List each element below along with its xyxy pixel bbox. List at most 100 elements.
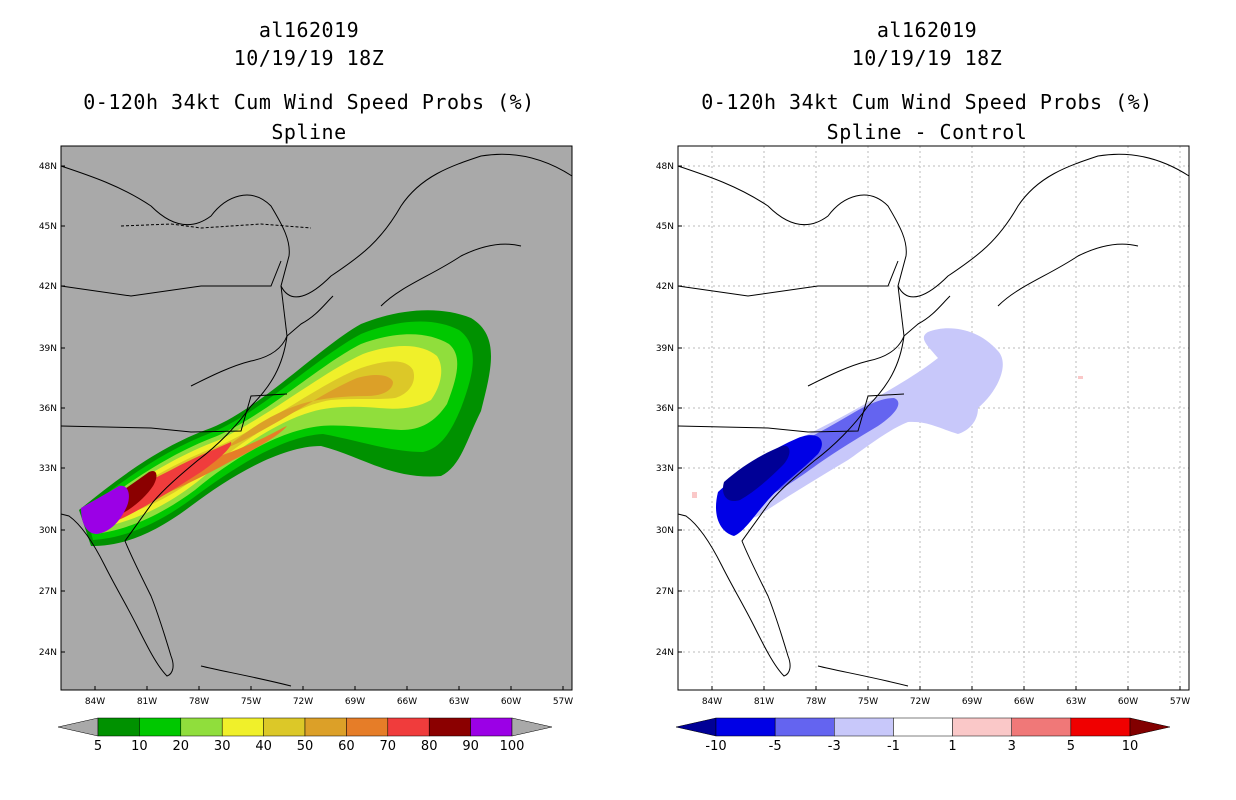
colorbar-swatch: [221, 717, 264, 737]
colorbar-label: 50: [297, 739, 314, 754]
lon-label: 57W: [1170, 697, 1190, 707]
lat-label: 42N: [656, 282, 674, 292]
colorbar-label: 20: [173, 739, 190, 754]
colorbar-swatch: [774, 717, 835, 737]
map-frame: [60, 145, 573, 691]
product-title: 0-120h 34kt Cum Wind Speed Probs (%): [83, 90, 535, 114]
colorbar-label: 5: [94, 739, 102, 754]
lon-labels: 84W 81W 78W 75W 72W 69W 66W 63W 60W 57W: [702, 686, 1190, 707]
colorbar-label: 100: [500, 739, 525, 754]
coastlines: [677, 153, 1190, 687]
colorbar-label: 70: [380, 739, 397, 754]
map-frame: [677, 145, 1190, 691]
lon-label: 57W: [553, 697, 573, 707]
lat-label: 30N: [39, 526, 57, 536]
colorbar-right: -10 -5 -3 -1 1 3 5 10: [675, 717, 1171, 754]
grid-lines: [678, 146, 1189, 690]
lat-label: 36N: [39, 404, 57, 414]
lon-label: 78W: [806, 697, 826, 707]
diff-plus-spot: [692, 492, 697, 498]
colorbar-left: 5 10 20 30 40 50 60 70 80 90 100: [57, 717, 553, 754]
map-svg-left: 48N 45N 42N 39N 36N 33N 30N 27N 24N 84W 81W 78W 75W…: [39, 145, 573, 754]
swath-90: [81, 485, 129, 534]
lat-label: 24N: [656, 648, 674, 658]
colorbar-label: 10: [1122, 739, 1139, 754]
lon-label: 75W: [241, 697, 261, 707]
colorbar-swatch: [715, 717, 776, 737]
lon-label: 81W: [137, 697, 157, 707]
product-title: 0-120h 34kt Cum Wind Speed Probs (%): [701, 90, 1153, 114]
diff-plus-spot: [1078, 376, 1083, 379]
datetime-title: 10/19/19 18Z: [851, 46, 1003, 70]
lon-label: 69W: [345, 697, 365, 707]
lon-label: 75W: [858, 697, 878, 707]
lon-label: 66W: [1014, 697, 1034, 707]
storm-id-title: al162019: [876, 18, 978, 42]
colorbar-label: -10: [705, 739, 726, 754]
lat-label: 33N: [39, 464, 57, 474]
lat-label: 39N: [656, 344, 674, 354]
colorbar-label: 10: [131, 739, 148, 754]
colorbar-label: -1: [887, 739, 900, 754]
lat-labels: 48N 45N 42N 39N 36N 33N 30N 27N 24N: [656, 162, 682, 658]
colorbar-label: -3: [828, 739, 841, 754]
lon-label: 72W: [910, 697, 930, 707]
colorbar-label: 30: [214, 739, 231, 754]
colorbar-under-arrow: [57, 717, 99, 737]
map-svg-right: 48N 45N 42N 39N 36N 33N 30N 27N 24N 84W 81W 78W 75W…: [656, 145, 1190, 754]
lat-label: 33N: [656, 464, 674, 474]
panel-spline: al162019 10/19/19 18Z 0-120h 34kt Cum Wi…: [39, 18, 573, 754]
colorbar-label: -5: [769, 739, 782, 754]
colorbar-label: 1: [948, 739, 956, 754]
lat-label: 24N: [39, 648, 57, 658]
colorbar-under-arrow: [675, 717, 717, 737]
colorbar-over-arrow: [511, 717, 553, 737]
lat-labels: 48N 45N 42N 39N 36N 33N 30N 27N 24N: [39, 162, 65, 658]
colorbar-label: 60: [338, 739, 355, 754]
colorbar-label: 3: [1008, 739, 1016, 754]
lon-label: 69W: [962, 697, 982, 707]
colorbar-swatch: [97, 717, 140, 737]
lat-label: 36N: [656, 404, 674, 414]
colorbar-swatch: [180, 717, 223, 737]
colorbar-label: 40: [255, 739, 272, 754]
colorbar-swatch: [139, 717, 182, 737]
lon-labels: 84W 81W 78W 75W 72W 69W 66W 63W 60W 57W: [85, 686, 573, 707]
coastlines: [60, 153, 573, 687]
colorbar-swatch: [893, 717, 953, 737]
subtitle: Spline: [271, 120, 347, 144]
lat-label: 48N: [39, 162, 57, 172]
subtitle: Spline - Control: [826, 120, 1028, 144]
lon-label: 66W: [397, 697, 417, 707]
colorbar-swatch: [263, 717, 306, 737]
lat-label: 45N: [656, 222, 674, 232]
colorbar-label: 90: [462, 739, 479, 754]
storm-id-title: al162019: [258, 18, 360, 42]
datetime-title: 10/19/19 18Z: [233, 46, 385, 70]
lat-label: 42N: [39, 282, 57, 292]
lon-label: 84W: [85, 697, 105, 707]
colorbar-swatch: [428, 717, 471, 737]
diff-minus5: [715, 435, 822, 536]
colorbar-swatch: [470, 717, 513, 737]
lon-label: 84W: [702, 697, 722, 707]
colorbar-over-arrow: [1129, 717, 1171, 737]
colorbar-swatch: [346, 717, 389, 737]
border-lines: [120, 223, 312, 229]
lat-label: 27N: [656, 587, 674, 597]
prob-swath: [79, 310, 491, 546]
diff-field: [692, 328, 1083, 536]
lat-label: 30N: [656, 526, 674, 536]
lat-label: 39N: [39, 344, 57, 354]
diff-minus10: [722, 445, 790, 502]
colorbar-swatch: [952, 717, 1012, 737]
lat-label: 27N: [39, 587, 57, 597]
lon-label: 81W: [754, 697, 774, 707]
colorbar-swatch: [834, 717, 894, 737]
lon-label: 60W: [1118, 697, 1138, 707]
lon-label: 78W: [189, 697, 209, 707]
colorbar-label: 5: [1067, 739, 1075, 754]
lat-label: 45N: [39, 222, 57, 232]
lon-label: 63W: [449, 697, 469, 707]
lon-label: 63W: [1066, 697, 1086, 707]
